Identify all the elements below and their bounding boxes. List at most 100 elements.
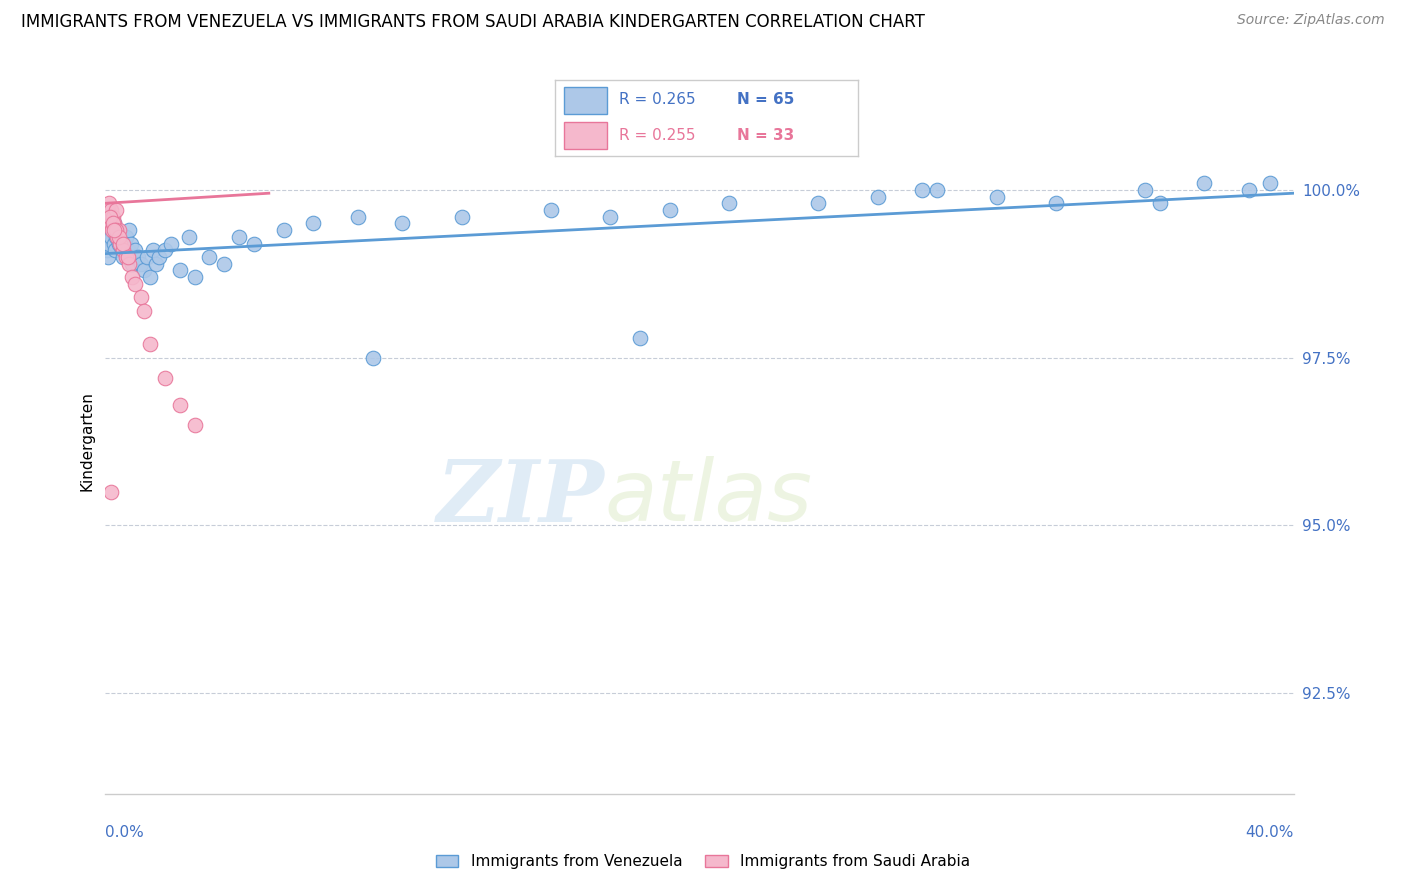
- Point: [96, 244, 118, 258]
- Point: [139, 270, 162, 285]
- Point: [117, 244, 139, 258]
- Point: [97, 230, 120, 244]
- Point: [112, 236, 135, 251]
- Point: [142, 244, 165, 258]
- Point: [101, 223, 124, 237]
- Point: [1045, 196, 1067, 211]
- Point: [110, 236, 132, 251]
- Point: [103, 216, 125, 230]
- Text: N = 33: N = 33: [737, 128, 794, 143]
- Point: [391, 216, 413, 230]
- Point: [98, 210, 121, 224]
- Point: [139, 337, 162, 351]
- Point: [118, 223, 141, 237]
- Point: [103, 216, 125, 230]
- Text: 0.0%: 0.0%: [105, 825, 145, 840]
- Point: [112, 250, 135, 264]
- Point: [112, 244, 135, 258]
- Point: [101, 210, 124, 224]
- Point: [98, 210, 121, 224]
- Point: [100, 216, 122, 230]
- Text: 40.0%: 40.0%: [1246, 825, 1294, 840]
- Point: [100, 484, 122, 499]
- Point: [136, 250, 159, 264]
- Point: [927, 183, 949, 197]
- Point: [101, 216, 124, 230]
- FancyBboxPatch shape: [564, 87, 607, 113]
- Point: [115, 250, 138, 264]
- Point: [108, 223, 131, 237]
- Point: [101, 210, 124, 224]
- Point: [153, 244, 176, 258]
- Point: [129, 290, 152, 304]
- Point: [97, 216, 120, 230]
- Point: [104, 223, 127, 237]
- Point: [132, 303, 155, 318]
- Legend: Immigrants from Venezuela, Immigrants from Saudi Arabia: Immigrants from Venezuela, Immigrants fr…: [429, 848, 977, 875]
- Point: [97, 250, 120, 264]
- Point: [145, 257, 167, 271]
- Point: [104, 230, 127, 244]
- Text: N = 65: N = 65: [737, 93, 794, 108]
- Point: [198, 250, 221, 264]
- Point: [243, 236, 266, 251]
- Text: R = 0.265: R = 0.265: [619, 93, 696, 108]
- Point: [540, 202, 562, 217]
- Point: [228, 230, 250, 244]
- Point: [124, 277, 146, 291]
- Point: [347, 210, 370, 224]
- Point: [114, 236, 136, 251]
- Point: [450, 210, 472, 224]
- Point: [599, 210, 621, 224]
- Point: [100, 216, 122, 230]
- Point: [183, 417, 205, 432]
- Point: [117, 250, 139, 264]
- Point: [108, 230, 131, 244]
- Text: atlas: atlas: [605, 457, 813, 540]
- Point: [96, 210, 118, 224]
- Text: ZIP: ZIP: [437, 456, 605, 540]
- Point: [214, 257, 236, 271]
- Point: [100, 230, 122, 244]
- Point: [153, 371, 176, 385]
- Point: [121, 270, 143, 285]
- Point: [97, 202, 120, 217]
- Text: IMMIGRANTS FROM VENEZUELA VS IMMIGRANTS FROM SAUDI ARABIA KINDERGARTEN CORRELATI: IMMIGRANTS FROM VENEZUELA VS IMMIGRANTS …: [21, 13, 925, 31]
- Point: [98, 196, 121, 211]
- Point: [159, 236, 181, 251]
- Text: R = 0.255: R = 0.255: [619, 128, 696, 143]
- Point: [105, 230, 128, 244]
- Y-axis label: Kindergarten: Kindergarten: [79, 392, 94, 491]
- Point: [628, 330, 651, 344]
- Point: [1194, 176, 1216, 190]
- Point: [104, 244, 127, 258]
- Point: [115, 230, 138, 244]
- Point: [118, 257, 141, 271]
- Point: [98, 236, 121, 251]
- Point: [658, 202, 681, 217]
- Text: Source: ZipAtlas.com: Source: ZipAtlas.com: [1237, 13, 1385, 28]
- Point: [183, 270, 205, 285]
- Point: [124, 244, 146, 258]
- Point: [148, 250, 170, 264]
- Point: [104, 202, 127, 217]
- Point: [121, 257, 143, 271]
- Point: [169, 398, 191, 412]
- Point: [986, 189, 1008, 203]
- Point: [1149, 196, 1171, 211]
- Point: [108, 236, 131, 251]
- Point: [105, 223, 128, 237]
- FancyBboxPatch shape: [564, 122, 607, 149]
- Point: [111, 244, 134, 258]
- Point: [98, 223, 121, 237]
- Point: [361, 351, 384, 365]
- Point: [110, 230, 132, 244]
- Point: [103, 236, 125, 251]
- Point: [101, 223, 124, 237]
- Point: [1237, 183, 1260, 197]
- Point: [169, 263, 191, 277]
- Point: [807, 196, 830, 211]
- Point: [718, 196, 741, 211]
- Point: [127, 250, 149, 264]
- Point: [1258, 176, 1281, 190]
